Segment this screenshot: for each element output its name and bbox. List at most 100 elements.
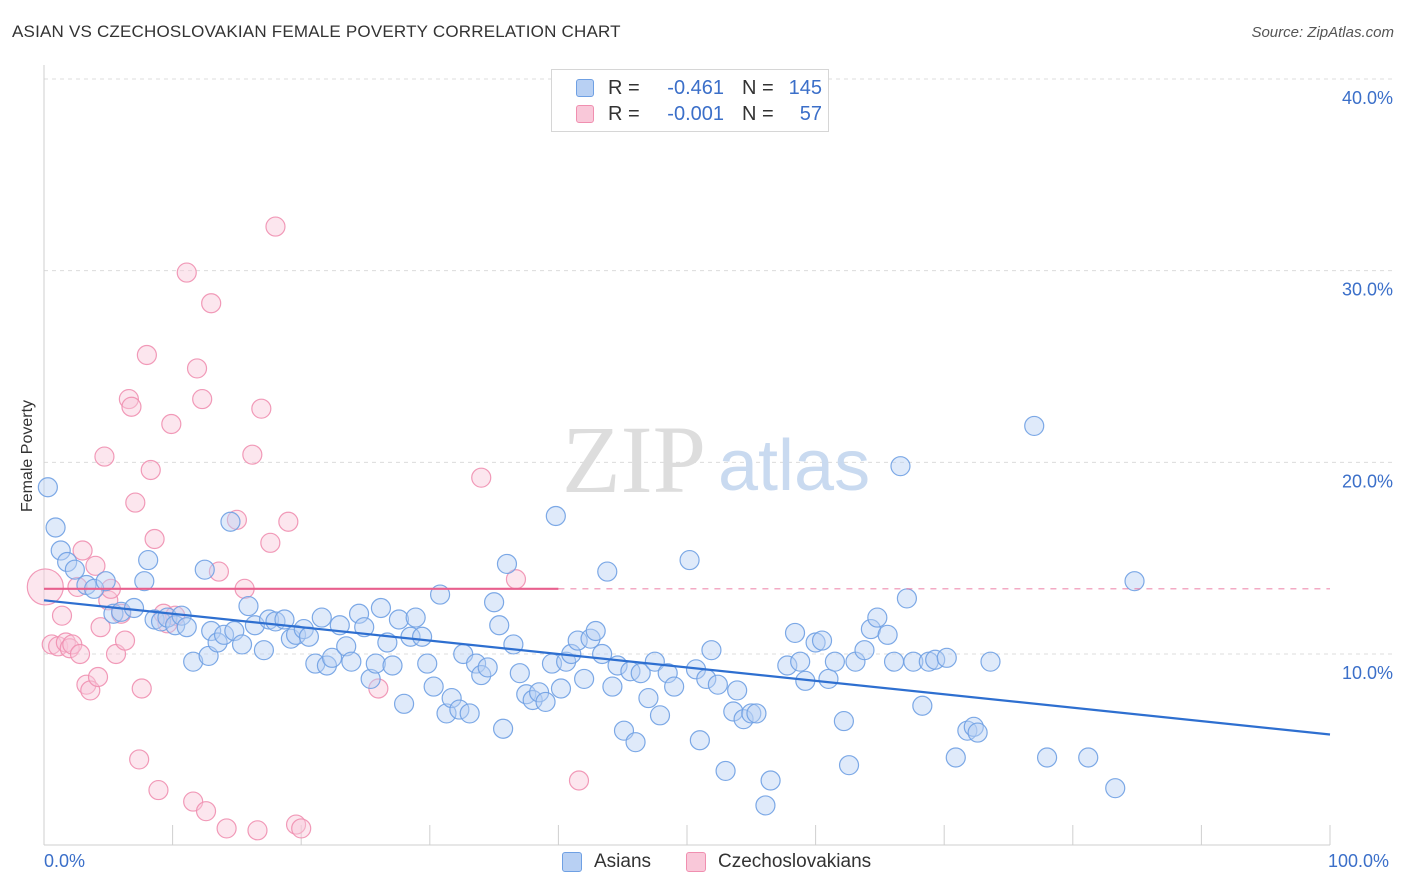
asian-point bbox=[50, 540, 71, 561]
asian-point bbox=[516, 684, 537, 705]
czech-point bbox=[90, 617, 111, 638]
source-credit: Source: ZipAtlas.com bbox=[1251, 24, 1394, 41]
n-value-asians: 145 bbox=[788, 76, 822, 99]
x-tick-min: 0.0% bbox=[44, 851, 86, 871]
watermark: ZIP atlas bbox=[562, 406, 870, 513]
asian-point bbox=[341, 651, 362, 672]
legend-label-asians: Asians bbox=[594, 851, 652, 872]
asian-point bbox=[883, 651, 905, 672]
asian-point bbox=[638, 687, 659, 709]
y-tick-label: 30.0% bbox=[1342, 280, 1393, 300]
asian-point bbox=[625, 732, 646, 753]
czech-point bbox=[59, 638, 80, 659]
asian-point bbox=[411, 626, 433, 647]
asian-point bbox=[535, 691, 556, 713]
asian-point bbox=[382, 655, 403, 676]
asian-point bbox=[811, 630, 833, 651]
czech-point bbox=[186, 358, 208, 379]
asian-point bbox=[321, 647, 343, 668]
asian-point bbox=[657, 663, 678, 684]
asian-point bbox=[689, 730, 710, 751]
asian-point bbox=[790, 651, 811, 672]
gridlines bbox=[44, 78, 1394, 655]
czech-point bbox=[26, 568, 64, 606]
asian-point bbox=[890, 456, 911, 477]
r-label: R = bbox=[608, 102, 640, 125]
asian-point bbox=[649, 705, 671, 726]
asian-point bbox=[57, 551, 78, 573]
asian-point bbox=[370, 597, 392, 619]
asian-point bbox=[417, 653, 438, 674]
asian-point bbox=[967, 722, 988, 743]
asian-point bbox=[37, 477, 58, 498]
legend-label-czechoslovakians: Czechoslovakians bbox=[718, 851, 872, 872]
czech-point bbox=[131, 678, 152, 699]
asian-point bbox=[877, 624, 898, 645]
asian-point bbox=[95, 571, 116, 592]
r-value-czechoslovakians: -0.001 bbox=[667, 102, 724, 125]
watermark-atlas: atlas bbox=[718, 426, 870, 506]
czech-legend-swatch bbox=[686, 852, 706, 872]
legend-item-czechoslovakians: Czechoslovakians bbox=[686, 851, 871, 873]
asian-points bbox=[37, 415, 1145, 816]
asian-point bbox=[867, 607, 888, 628]
asian-point bbox=[760, 770, 781, 791]
asian-point bbox=[903, 651, 924, 672]
asian-point bbox=[746, 703, 767, 724]
asian-point bbox=[664, 676, 685, 697]
asian-point bbox=[449, 699, 470, 720]
asian-point bbox=[727, 680, 748, 701]
asian-point bbox=[715, 760, 736, 782]
asian-point bbox=[354, 617, 375, 638]
stats-legend: R = -0.461 N = 145 R = -0.001 N = 57 bbox=[551, 69, 829, 132]
czech-point bbox=[144, 528, 165, 550]
asian-point bbox=[493, 718, 514, 739]
y-tick-labels: 10.0% 20.0% 30.0% 40.0% bbox=[1342, 88, 1393, 683]
asian-point bbox=[567, 630, 588, 651]
asian-point bbox=[388, 609, 410, 630]
asian-point bbox=[838, 755, 860, 776]
czech-point bbox=[216, 818, 237, 839]
czech-point bbox=[251, 398, 272, 419]
asian-point bbox=[436, 703, 457, 724]
asian-point bbox=[194, 559, 215, 580]
asian-point bbox=[423, 676, 444, 697]
n-label: N = bbox=[742, 76, 774, 99]
czech-point bbox=[136, 344, 157, 366]
asian-point bbox=[602, 676, 623, 697]
asian-point bbox=[701, 640, 722, 661]
czech-point bbox=[87, 666, 109, 688]
czech-swatch bbox=[576, 105, 594, 123]
asian-point bbox=[489, 615, 510, 636]
czech-point bbox=[140, 459, 161, 481]
asian-point bbox=[723, 701, 744, 722]
czech-point bbox=[247, 820, 268, 841]
asian-point bbox=[1036, 747, 1058, 768]
asian-point bbox=[64, 559, 85, 580]
czech-point bbox=[129, 749, 150, 770]
y-tick-label: 40.0% bbox=[1342, 88, 1393, 108]
czech-points bbox=[26, 216, 590, 841]
asian-point bbox=[550, 678, 572, 699]
czech-point bbox=[260, 532, 281, 553]
asian-point bbox=[477, 657, 498, 678]
czech-point bbox=[568, 770, 590, 791]
czech-point bbox=[148, 779, 169, 801]
asian-point bbox=[784, 622, 806, 644]
legend-item-asians: Asians bbox=[562, 851, 651, 873]
n-label: N = bbox=[742, 102, 774, 125]
czech-point bbox=[201, 293, 222, 314]
czech-point bbox=[242, 444, 263, 465]
asian-point bbox=[545, 505, 566, 527]
asian-point bbox=[980, 651, 1001, 672]
asian-point bbox=[459, 703, 480, 724]
asian-point bbox=[896, 588, 918, 609]
r-label: R = bbox=[608, 76, 640, 99]
asian-point bbox=[644, 651, 665, 672]
czech-point bbox=[51, 605, 73, 626]
asian-point bbox=[574, 668, 595, 690]
asian-point bbox=[597, 561, 618, 582]
czech-point bbox=[195, 801, 217, 822]
asian-point bbox=[854, 640, 875, 661]
asian-point bbox=[585, 620, 606, 642]
